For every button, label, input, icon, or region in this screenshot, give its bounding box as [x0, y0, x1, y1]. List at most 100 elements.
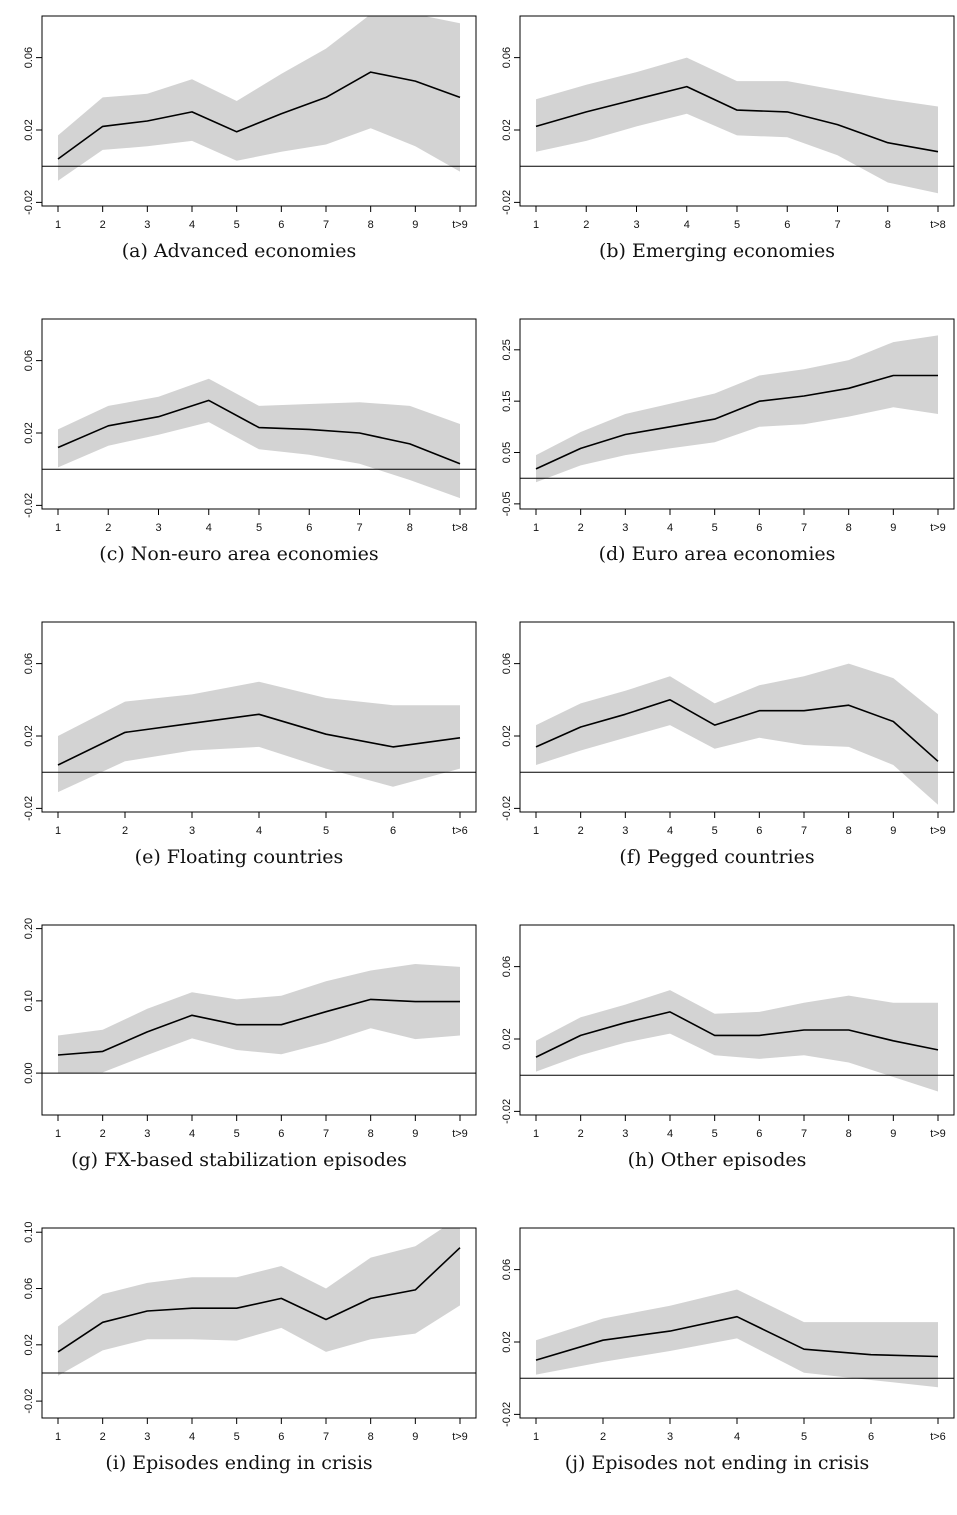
x-tick-label: 1	[55, 219, 61, 231]
x-tick-label: 2	[122, 825, 128, 837]
x-tick-label: 4	[734, 1431, 740, 1443]
x-tick-label: 1	[533, 1431, 539, 1443]
x-tick-label: 5	[323, 825, 329, 837]
x-tick-label: 8	[368, 1431, 374, 1443]
plot-frame	[41, 924, 477, 1116]
chart-svg: 1 2 3 4 5 6 7 8 t>8 -0.02 0.02 0.06	[501, 15, 955, 231]
x-tick-label: 3	[155, 522, 161, 534]
y-tick-label: -0.02	[23, 190, 35, 215]
x-tick-label: 2	[583, 219, 589, 231]
y-tick-label: 0.06	[501, 653, 513, 674]
x-tick-label: 7	[356, 522, 362, 534]
x-tick-label: t>9	[452, 1431, 468, 1443]
estimate-line	[535, 1315, 939, 1361]
x-tick-label: 3	[144, 1128, 150, 1140]
confidence-band	[536, 335, 938, 483]
panel-caption: (g) FX-based stabilization episodes	[71, 1149, 407, 1171]
x-tick-label: 4	[667, 825, 673, 837]
panel-caption: (i) Episodes ending in crisis	[105, 1452, 373, 1474]
panel-caption: (a) Advanced economies	[121, 240, 357, 262]
estimate-line	[535, 85, 939, 153]
confidence-band	[58, 1228, 460, 1376]
x-tick-label: 6	[756, 1128, 762, 1140]
x-tick-label: 6	[784, 219, 790, 231]
confidence-band	[536, 1289, 938, 1388]
x-tick-label: t>9	[930, 522, 946, 534]
y-tick-label: 0.05	[501, 442, 513, 463]
x-tick-label: 7	[801, 1128, 807, 1140]
x-tick-label: t>8	[930, 219, 946, 231]
chart-panel-4: 1 2 3 4 5 6 7 8 9 t>9 -0.05 0.05 0.15 0.25 (d) Euro ar…	[478, 303, 956, 606]
x-tick-label: 7	[323, 1128, 329, 1140]
y-tick-label: 0.10	[23, 990, 35, 1011]
x-tick-label: t>9	[452, 219, 468, 231]
panel-caption: (j) Episodes not ending in crisis	[564, 1452, 870, 1474]
y-tick-label: -0.02	[501, 190, 513, 215]
x-tick-label: 8	[885, 219, 891, 231]
chart-svg: 1 2 3 4 5 6 7 8 9 t>9 -0.02 0.02 0.06	[23, 15, 477, 231]
x-tick-label: 5	[234, 1431, 240, 1443]
panel-caption: (d) Euro area economies	[598, 543, 836, 565]
x-tick-label: t>9	[930, 1128, 946, 1140]
confidence-band	[536, 57, 938, 194]
y-tick-label: 0.25	[501, 339, 513, 360]
x-tick-label: 8	[407, 522, 413, 534]
plot-frame	[41, 1227, 477, 1419]
x-tick-label: 2	[100, 1128, 106, 1140]
x-tick-label: 1	[55, 1128, 61, 1140]
x-tick-label: 5	[734, 219, 740, 231]
x-tick-label: 9	[890, 825, 896, 837]
y-tick-label: 0.06	[23, 1278, 35, 1299]
x-tick-label: t>6	[452, 825, 468, 837]
x-tick-label: 4	[206, 522, 212, 534]
x-tick-label: 3	[667, 1431, 673, 1443]
y-tick-label: 0.02	[501, 1028, 513, 1049]
x-tick-label: 6	[278, 1128, 284, 1140]
estimate-line	[57, 1247, 461, 1353]
y-tick-label: 0.02	[501, 119, 513, 140]
x-tick-label: 3	[622, 522, 628, 534]
x-tick-label: 3	[622, 1128, 628, 1140]
chart-svg: 1 2 3 4 5 6 t>6 -0.02 0.02 0.06	[23, 621, 477, 837]
x-tick-label: 1	[55, 522, 61, 534]
x-tick-label: 9	[412, 1431, 418, 1443]
confidence-band	[58, 681, 460, 793]
y-tick-label: -0.02	[501, 796, 513, 821]
x-tick-label: 6	[278, 1431, 284, 1443]
x-tick-label: 6	[278, 219, 284, 231]
y-tick-label: -0.02	[23, 493, 35, 518]
y-tick-label: 0.20	[23, 918, 35, 939]
panel-caption: (f) Pegged countries	[619, 846, 815, 868]
estimate-line	[535, 699, 939, 762]
x-tick-label: 4	[256, 825, 262, 837]
panel-caption: (b) Emerging economies	[598, 240, 835, 262]
x-tick-label: 5	[234, 1128, 240, 1140]
panel-caption: (c) Non-euro area economies	[99, 543, 379, 565]
x-tick-label: 6	[306, 522, 312, 534]
y-tick-label: 0.02	[501, 725, 513, 746]
chart-panel-1: 1 2 3 4 5 6 7 8 9 t>9 -0.02 0.02 0.06 (a) Advanced ec…	[0, 0, 478, 303]
x-tick-label: 6	[390, 825, 396, 837]
estimate-line	[57, 399, 461, 465]
chart-panel-7: 1 2 3 4 5 6 7 8 9 t>9 0.00 0.10 0.20 (g) FX-based sta…	[0, 909, 478, 1212]
y-tick-label: -0.02	[23, 796, 35, 821]
x-tick-label: 6	[756, 522, 762, 534]
x-tick-label: 8	[368, 219, 374, 231]
confidence-band	[58, 378, 460, 499]
x-tick-label: t>6	[930, 1431, 946, 1443]
x-tick-label: 1	[533, 219, 539, 231]
estimate-line	[57, 998, 460, 1056]
x-tick-label: 2	[105, 522, 111, 534]
x-tick-label: 2	[578, 825, 584, 837]
chart-svg: 1 2 3 4 5 6 7 8 9 t>9 -0.05 0.05 0.15 0.25	[501, 318, 955, 534]
x-tick-label: 6	[756, 825, 762, 837]
x-tick-label: 7	[801, 825, 807, 837]
x-tick-label: 1	[55, 1431, 61, 1443]
x-tick-label: 1	[533, 825, 539, 837]
chart-svg: 1 2 3 4 5 6 7 8 t>8 -0.02 0.02 0.06	[23, 318, 477, 534]
chart-svg: 1 2 3 4 5 6 7 8 9 t>9 -0.02 0.02 0.06	[501, 924, 955, 1140]
estimate-line	[57, 71, 461, 160]
x-tick-label: 9	[412, 1128, 418, 1140]
y-tick-label: 0.02	[23, 119, 35, 140]
